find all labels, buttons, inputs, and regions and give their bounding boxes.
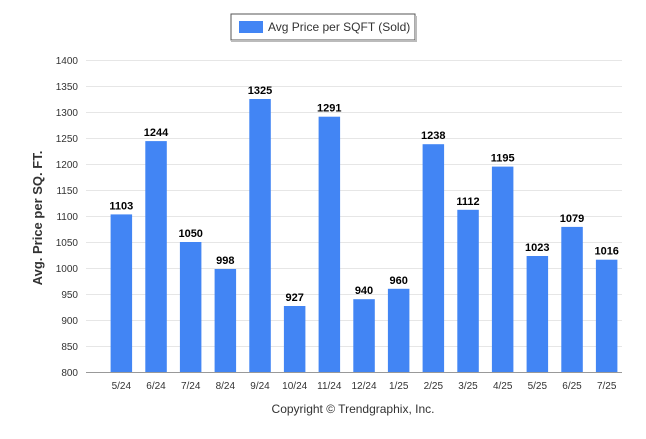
y-tick-label: 1000 xyxy=(56,264,79,275)
y-axis-ticks: 800 850 900 950 1000 1050 1100 1150 1200 1250 1300… xyxy=(56,56,79,379)
x-axis-ticks: 5/24 6/24 7/24 8/24 9/24 10/24 11/24 12/24 1/25 2… xyxy=(112,381,617,392)
bar xyxy=(561,226,583,372)
data-label: 1244 xyxy=(144,127,169,139)
y-tick-label: 800 xyxy=(61,368,78,379)
copyright-text: Copyright © Trendgraphix, Inc. xyxy=(272,402,435,416)
x-tick-label: 11/24 xyxy=(317,381,342,392)
data-label: 960 xyxy=(390,275,408,287)
data-label: 1195 xyxy=(491,153,515,165)
bar xyxy=(214,269,237,372)
x-tick-label: 6/24 xyxy=(146,381,166,392)
bar xyxy=(595,259,618,372)
x-tick-label: 1/25 xyxy=(389,381,409,392)
y-tick-label: 950 xyxy=(61,290,78,301)
data-label: 1291 xyxy=(317,103,341,115)
bar xyxy=(249,99,271,372)
bar xyxy=(179,242,202,372)
x-tick-label: 7/25 xyxy=(597,381,617,392)
y-tick-label: 1400 xyxy=(56,56,79,67)
data-label: 1238 xyxy=(421,130,445,142)
bar xyxy=(283,306,306,372)
bar xyxy=(422,144,445,372)
data-labels: 1103 1244 1050 998 1325 927 1291 940 960 1238 1112… xyxy=(109,85,619,304)
x-tick-label: 2/25 xyxy=(424,381,444,392)
y-axis-title: Avg. Price per SQ. FT. xyxy=(30,151,45,286)
bar xyxy=(353,299,375,372)
y-tick-label: 1250 xyxy=(56,134,79,145)
legend-shadow-bottom xyxy=(231,40,417,42)
legend: Avg Price per SQFT (Sold) xyxy=(230,13,417,42)
legend-shadow xyxy=(415,16,417,42)
y-tick-label: 900 xyxy=(61,316,78,327)
data-label: 1023 xyxy=(525,242,549,254)
data-label: 940 xyxy=(355,285,373,297)
data-label: 998 xyxy=(216,255,234,267)
data-label: 1103 xyxy=(109,200,133,212)
x-tick-label: 6/25 xyxy=(562,381,582,392)
y-tick-label: 1050 xyxy=(56,238,79,249)
bar xyxy=(145,141,167,372)
y-tick-label: 1350 xyxy=(56,82,79,93)
bar xyxy=(318,116,341,372)
y-tick-label: 1150 xyxy=(56,186,78,197)
bars xyxy=(110,99,618,372)
x-tick-label: 10/24 xyxy=(282,381,307,392)
bar xyxy=(491,166,514,372)
bar xyxy=(457,209,479,372)
y-tick-label: 1100 xyxy=(56,212,78,223)
x-tick-label: 9/24 xyxy=(250,381,270,392)
x-tick-label: 5/24 xyxy=(112,381,132,392)
data-label: 927 xyxy=(286,292,304,304)
x-tick-label: 3/25 xyxy=(458,381,478,392)
y-tick-label: 850 xyxy=(61,342,78,353)
y-tick-label: 1200 xyxy=(56,160,79,171)
legend-swatch xyxy=(239,21,263,33)
bar xyxy=(526,256,549,372)
y-tick-label: 1300 xyxy=(56,108,79,119)
x-tick-label: 8/24 xyxy=(216,381,236,392)
data-label: 1325 xyxy=(248,85,272,97)
bar xyxy=(110,214,133,372)
data-label: 1079 xyxy=(560,213,584,225)
data-label: 1112 xyxy=(456,196,479,208)
x-tick-label: 7/24 xyxy=(181,381,201,392)
x-tick-label: 5/25 xyxy=(528,381,548,392)
bar xyxy=(387,288,410,372)
data-label: 1016 xyxy=(594,246,618,258)
data-label: 1050 xyxy=(178,228,202,240)
legend-label: Avg Price per SQFT (Sold) xyxy=(268,20,410,34)
x-tick-label: 12/24 xyxy=(351,381,376,392)
x-tick-label: 4/25 xyxy=(493,381,513,392)
